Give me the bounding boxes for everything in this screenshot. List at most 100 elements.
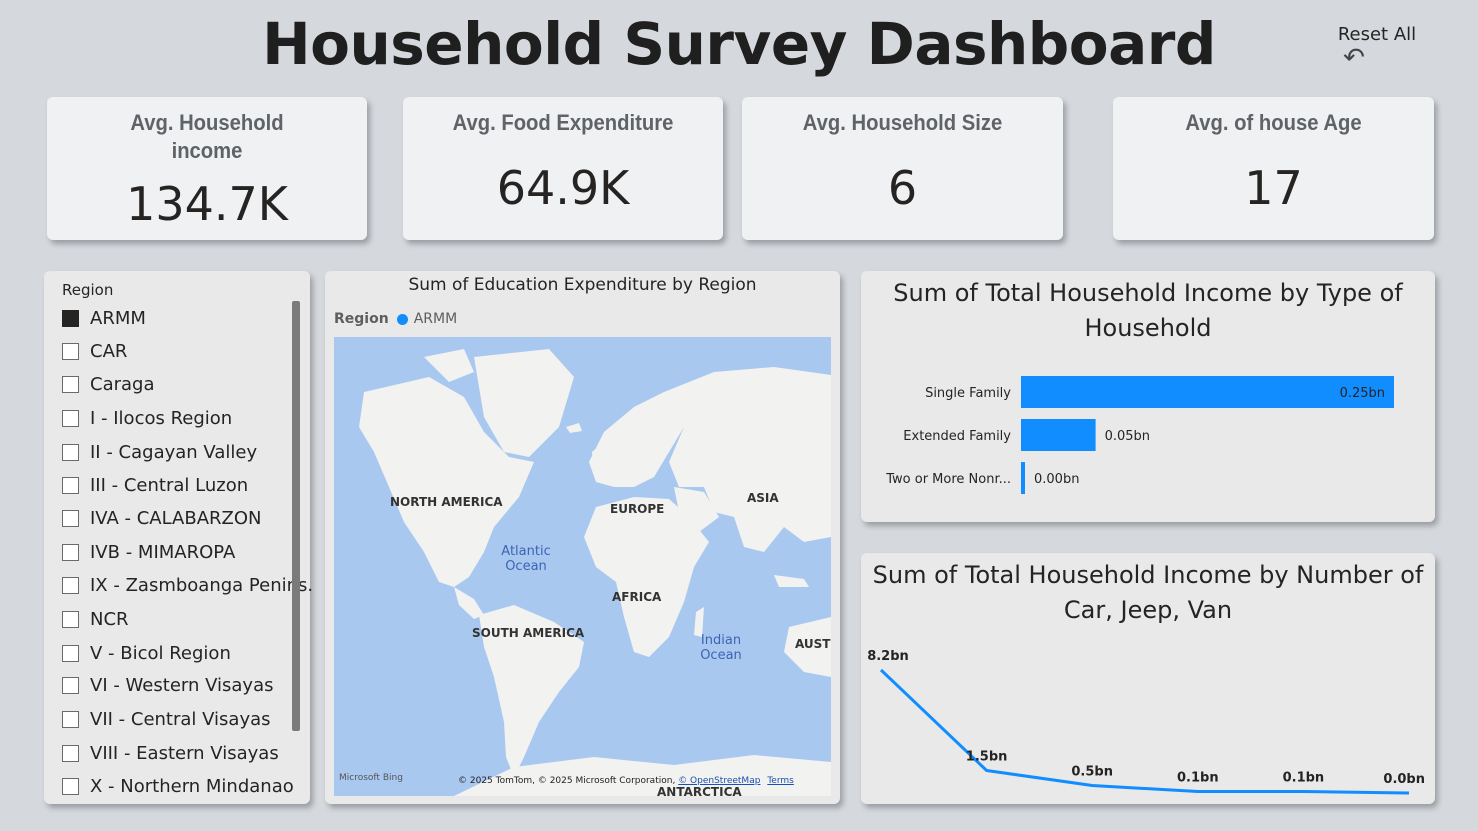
education-expenditure-map-visual: Sum of Education Expenditure by Region R… (325, 271, 840, 804)
slicer-item[interactable]: ARMM (62, 303, 302, 333)
kpi-label: Avg. Household income (130, 110, 284, 163)
slicer-item[interactable]: Caraga (62, 369, 302, 399)
slicer-item[interactable]: VII - Central Visayas (62, 704, 302, 734)
checkbox[interactable] (62, 610, 79, 628)
slicer-item-label: VII - Central Visayas (90, 708, 271, 730)
map-title: Sum of Education Expenditure by Region (408, 275, 757, 295)
slicer-item-label: VIII - Eastern Visayas (90, 742, 279, 764)
bar-data-label: 0.25bn (1340, 386, 1385, 401)
slicer-item[interactable]: II - Cagayan Valley (62, 437, 302, 467)
checkbox[interactable] (62, 476, 79, 494)
income-by-household-type-chart: Sum of Total Household Income by Type of… (861, 271, 1435, 522)
ocean-label: Atlantic Ocean (501, 544, 551, 574)
slicer-item[interactable]: VIII - Eastern Visayas (62, 738, 302, 768)
slicer-item-label: IVB - MIMAROPA (90, 541, 236, 563)
slicer-item[interactable]: CAR (62, 336, 302, 366)
checkbox[interactable] (62, 342, 79, 360)
line-data-label: 0.0bn (1383, 772, 1425, 787)
checkbox[interactable] (62, 644, 79, 662)
line-data-label: 0.5bn (1071, 765, 1113, 780)
slicer-item-label: III - Central Luzon (90, 474, 249, 496)
terms-link[interactable]: Terms (767, 776, 794, 786)
slicer-item-label: NCR (90, 608, 129, 630)
kpi-label: Avg. Food Expenditure (452, 110, 674, 135)
line-chart-svg: 8.2bn 1.5bn 0.5bn 0.1bn 0.1bn 0.0bn (867, 649, 1425, 795)
bar-category-label: Extended Family (903, 429, 1011, 444)
openstreetmap-link[interactable]: © OpenStreetMap (678, 776, 761, 786)
continent-label: AUST (795, 637, 831, 651)
checkbox[interactable] (62, 676, 79, 694)
checkbox[interactable] (62, 309, 79, 327)
slicer-item-label: IVA - CALABARZON (90, 507, 262, 529)
kpi-value: 17 (1244, 161, 1303, 215)
kpi-value: 64.9K (496, 161, 630, 215)
slicer-item[interactable]: VI - Western Visayas (62, 670, 302, 700)
bar[interactable] (1021, 462, 1025, 494)
undo-icon: ↶ (1343, 43, 1365, 73)
slicer-item[interactable]: IVB - MIMAROPA (62, 537, 302, 567)
kpi-card-food-expenditure: Avg. Food Expenditure 64.9K (403, 97, 723, 240)
region-slicer: Region ARMM CAR Caraga I - Ilocos Region II … (44, 271, 313, 804)
kpi-label: Avg. Household Size (802, 110, 1003, 135)
slicer-scrollbar[interactable] (292, 301, 300, 731)
legend-value[interactable]: ARMM (413, 311, 458, 327)
slicer-item-label: VI - Western Visayas (90, 674, 274, 696)
slicer-item[interactable]: V - Bicol Region (62, 638, 302, 668)
bing-logo: Microsoft Bing (339, 773, 403, 783)
line-data-label: 0.1bn (1177, 771, 1219, 786)
line-data-label: 0.1bn (1283, 771, 1325, 786)
slicer-item-label: Caraga (90, 373, 155, 395)
checkbox[interactable] (62, 509, 79, 527)
slicer-item[interactable]: X - Northern Mindanao (62, 771, 302, 801)
income-by-vehicle-count-chart: Sum of Total Household Income by Number … (861, 553, 1435, 804)
world-map-drawing (334, 337, 831, 796)
kpi-value: 6 (887, 161, 918, 215)
continent-label: EUROPE (610, 502, 665, 516)
checkbox[interactable] (62, 710, 79, 728)
checkbox[interactable] (62, 576, 79, 594)
reset-all-button[interactable]: Reset All ↶ (1322, 24, 1432, 73)
slicer-item[interactable]: III - Central Luzon (62, 470, 302, 500)
slicer-item[interactable]: IVA - CALABARZON (62, 503, 302, 533)
checkbox[interactable] (62, 777, 79, 795)
slicer-item[interactable]: IX - Zasmboanga Penins. (62, 570, 313, 600)
bar-category-label: Two or More Nonr... (885, 472, 1011, 487)
chart-title: Sum of Total Household Income by Number … (872, 561, 1424, 624)
continent-label: SOUTH AMERICA (472, 626, 585, 640)
map-attribution: © 2025 TomTom, © 2025 Microsoft Corporat… (458, 776, 794, 786)
checkbox[interactable] (62, 409, 79, 427)
slicer-item[interactable]: I - Ilocos Region (62, 403, 302, 433)
checkbox[interactable] (62, 543, 79, 561)
bar-chart-svg: Single Family 0.25bn Extended Family 0.05bn… (885, 376, 1394, 494)
ocean-label: Indian Ocean (700, 633, 742, 663)
line-series[interactable] (879, 668, 1410, 795)
bar-category-label: Single Family (925, 386, 1011, 401)
slicer-item-label: IX - Zasmboanga Penins. (90, 574, 314, 596)
kpi-card-household-income: Avg. Household income 134.7K (47, 97, 367, 240)
line-data-label: 8.2bn (867, 649, 909, 664)
bar-data-label: 0.05bn (1105, 429, 1150, 444)
slicer-item-label: I - Ilocos Region (90, 407, 233, 429)
reset-all-label: Reset All (1337, 24, 1417, 45)
kpi-card-household-size: Avg. Household Size 6 (742, 97, 1063, 240)
kpi-label: Avg. of house Age (1185, 110, 1362, 135)
line-data-label: 1.5bn (966, 750, 1008, 765)
slicer-header: Region (62, 281, 114, 299)
slicer-item-label: II - Cagayan Valley (90, 441, 258, 463)
bar-data-label: 0.00bn (1034, 472, 1079, 487)
checkbox[interactable] (62, 443, 79, 461)
bar[interactable] (1021, 376, 1394, 408)
world-map[interactable]: NORTH AMERICA EUROPE ASIA AFRICA SOUTH A… (334, 337, 831, 796)
slicer-item[interactable]: NCR (62, 604, 302, 634)
continent-label: ASIA (747, 491, 779, 505)
checkbox[interactable] (62, 744, 79, 762)
map-legend: Region ARMM (334, 311, 457, 327)
slicer-item-label: X - Northern Mindanao (90, 775, 294, 797)
checkbox[interactable] (62, 375, 79, 393)
bar[interactable] (1021, 419, 1096, 451)
continent-label: ANTARCTICA (657, 785, 742, 796)
dashboard-title: Household Survey Dashboard (262, 10, 1216, 78)
kpi-card-house-age: Avg. of house Age 17 (1113, 97, 1434, 240)
kpi-value: 134.7K (126, 177, 288, 231)
legend-key: Region (334, 311, 389, 327)
